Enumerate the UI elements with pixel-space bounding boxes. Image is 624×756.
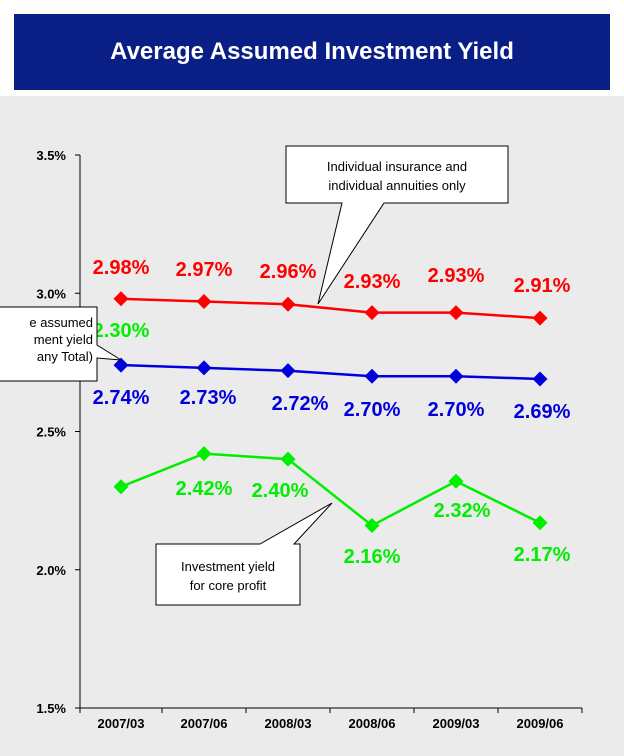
data-point-marker xyxy=(280,451,296,467)
data-point-marker xyxy=(448,368,464,384)
data-label: 2.16% xyxy=(344,546,401,568)
data-point-marker xyxy=(532,310,548,326)
y-tick-label: 3.0% xyxy=(36,286,66,301)
data-label: 2.69% xyxy=(514,401,571,423)
data-label: 2.70% xyxy=(344,399,401,421)
line-chart: 1.5% 2.0% 2.5% 3.0% 3.5% 2007/03 2007/06 2008/0… xyxy=(0,145,583,731)
data-point-marker xyxy=(113,479,129,495)
data-point-marker xyxy=(280,363,296,379)
data-label: 2.72% xyxy=(272,393,329,415)
x-tick-label: 2009/06 xyxy=(517,716,564,731)
callout-text: e assumed xyxy=(29,315,93,330)
data-label: 2.73% xyxy=(180,387,237,409)
data-point-marker xyxy=(364,305,380,321)
data-label: 2.93% xyxy=(428,265,485,287)
data-point-marker xyxy=(280,296,296,312)
data-label: 2.42% xyxy=(176,478,233,500)
data-point-marker xyxy=(364,368,380,384)
x-tick-label: 2007/06 xyxy=(181,716,228,731)
callout-text: for core profit xyxy=(190,578,267,593)
data-point-marker xyxy=(196,360,212,376)
y-tick-label: 2.0% xyxy=(36,563,66,578)
data-label: 2.40% xyxy=(252,480,309,502)
data-label: 2.98% xyxy=(93,257,150,279)
data-point-marker xyxy=(364,518,380,534)
data-label: 2.30% xyxy=(93,320,150,342)
callout-text: any Total) xyxy=(37,349,93,364)
title-band xyxy=(14,14,610,90)
callout-box xyxy=(155,502,333,606)
callout-box xyxy=(285,145,509,305)
x-tick-label: 2009/03 xyxy=(433,716,480,731)
y-tick-label: 1.5% xyxy=(36,701,66,716)
data-label: 2.74% xyxy=(93,387,150,409)
y-tick-label: 2.5% xyxy=(36,425,66,440)
series-line xyxy=(120,452,541,527)
y-tick-label: 3.5% xyxy=(36,148,66,163)
callout-text: individual annuities only xyxy=(328,178,466,193)
callout-text: Investment yield xyxy=(181,559,275,574)
data-point-marker xyxy=(532,515,548,531)
x-tick-label: 2007/03 xyxy=(98,716,145,731)
callout-text: ment yield xyxy=(34,332,93,347)
data-label: 2.91% xyxy=(514,275,571,297)
callout-box xyxy=(0,306,122,382)
header: Average Assumed Investment Yield xyxy=(0,0,624,96)
data-point-marker xyxy=(113,291,129,307)
data-point-marker xyxy=(448,305,464,321)
data-point-marker xyxy=(532,371,548,387)
series-line xyxy=(120,363,541,381)
chart-area: 1.5% 2.0% 2.5% 3.0% 3.5% 2007/03 2007/06 2008/0… xyxy=(0,96,624,756)
data-label: 2.17% xyxy=(514,544,571,566)
data-point-marker xyxy=(196,294,212,310)
data-point-marker xyxy=(196,446,212,462)
callout-text: Individual insurance and xyxy=(327,159,467,174)
data-label: 2.32% xyxy=(434,500,491,522)
data-label: 2.70% xyxy=(428,399,485,421)
x-tick-label: 2008/06 xyxy=(349,716,396,731)
data-point-marker xyxy=(113,357,129,373)
data-label: 2.93% xyxy=(344,271,401,293)
data-point-marker xyxy=(448,473,464,489)
x-tick-label: 2008/03 xyxy=(265,716,312,731)
series-line xyxy=(120,297,541,320)
data-label: 2.97% xyxy=(176,259,233,281)
chart-title: Average Assumed Investment Yield xyxy=(110,38,514,65)
data-label: 2.96% xyxy=(260,261,317,283)
